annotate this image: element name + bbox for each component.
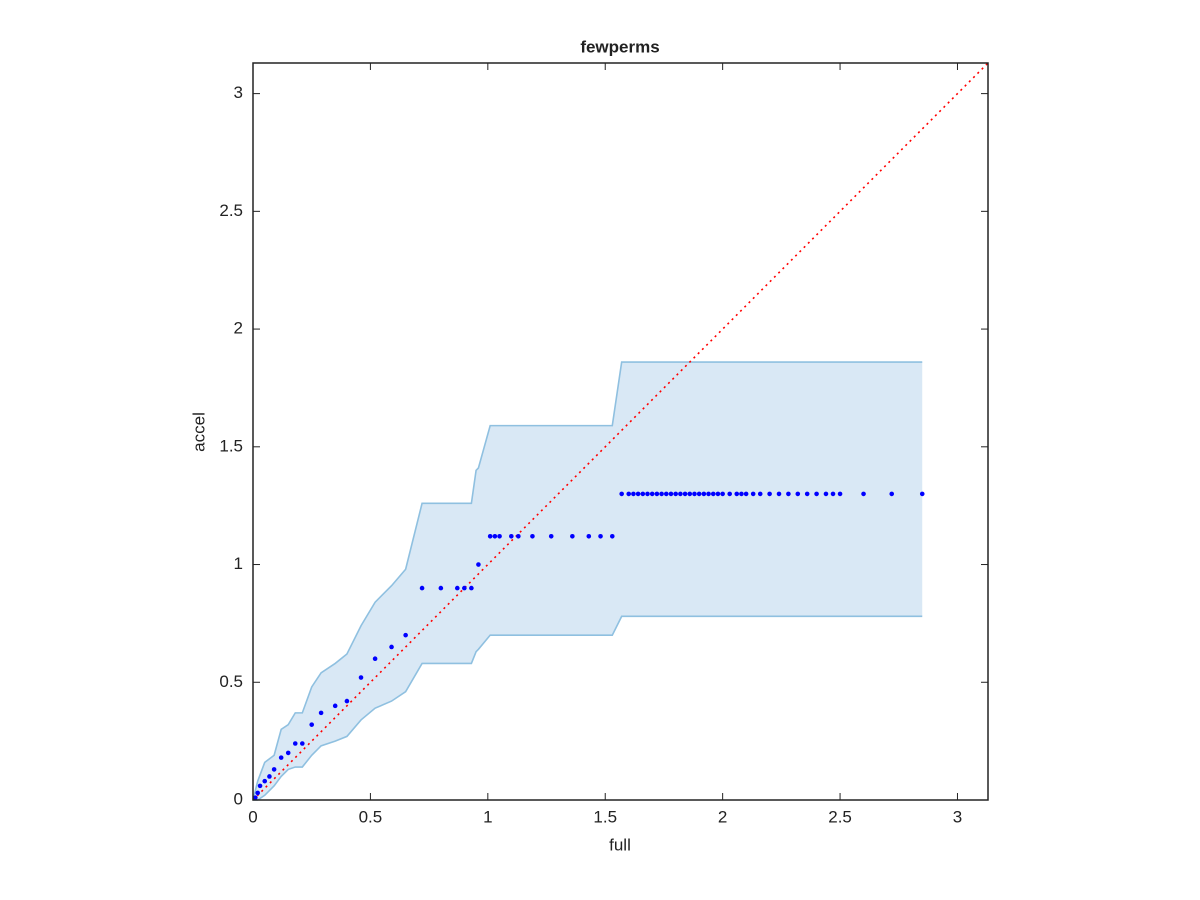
data-point: [678, 491, 683, 497]
data-point: [767, 491, 772, 497]
chart-title: fewperms: [580, 37, 659, 56]
data-point: [516, 533, 521, 539]
data-point: [837, 491, 843, 497]
data-point: [734, 491, 740, 497]
y-axis-label: accel: [189, 412, 208, 452]
data-point: [692, 491, 697, 497]
y-tick-label: 1.5: [219, 436, 243, 455]
data-point: [509, 533, 514, 539]
data-point: [548, 533, 554, 539]
y-tick-label: 1: [234, 554, 243, 573]
data-point: [626, 491, 632, 497]
data-point: [403, 632, 408, 638]
data-point: [462, 585, 467, 591]
data-point: [645, 491, 650, 497]
band-upper-edge: [252, 361, 923, 801]
data-point: [654, 491, 660, 497]
data-point: [889, 491, 895, 497]
data-point: [635, 491, 641, 497]
data-point: [830, 491, 836, 497]
data-point: [727, 491, 732, 497]
data-point: [476, 562, 481, 567]
data-point: [257, 783, 263, 789]
data-point: [344, 698, 350, 704]
x-tick-label: 2.5: [828, 807, 852, 826]
data-point: [262, 778, 268, 784]
data-point: [253, 795, 258, 800]
y-tick-label: 2.5: [219, 201, 243, 220]
data-point: [609, 533, 615, 539]
data-point: [619, 491, 624, 497]
data-point: [710, 491, 716, 497]
x-tick-label: 1: [483, 807, 492, 826]
data-point: [750, 491, 756, 497]
y-tick-label: 0.5: [219, 672, 243, 691]
data-point: [720, 491, 725, 497]
data-point: [757, 491, 763, 497]
data-point: [469, 585, 474, 591]
data-point: [919, 491, 925, 497]
confidence-band: [253, 362, 923, 800]
data-point: [530, 533, 535, 539]
band-lower-edge: [253, 615, 923, 801]
data-point: [438, 585, 444, 591]
data-point: [300, 741, 305, 746]
data-point: [823, 491, 829, 497]
data-point: [358, 675, 364, 680]
x-tick-label: 0.5: [359, 807, 383, 826]
data-point: [673, 491, 678, 497]
data-point: [631, 491, 636, 497]
data-point: [668, 491, 674, 497]
data-point: [743, 491, 749, 497]
data-point: [586, 533, 592, 539]
data-point: [267, 774, 272, 779]
data-point: [271, 767, 277, 772]
data-point: [487, 533, 493, 539]
data-point: [318, 710, 324, 716]
data-point: [696, 491, 702, 497]
x-tick-label: 0: [248, 807, 257, 826]
data-point: [659, 491, 664, 497]
data-point: [663, 491, 669, 497]
data-point: [649, 491, 655, 497]
data-point: [682, 491, 688, 497]
data-point: [492, 533, 498, 539]
data-point: [706, 491, 711, 497]
data-point: [332, 703, 338, 709]
data-point: [687, 491, 693, 497]
data-point: [278, 755, 284, 760]
x-axis-label: full: [609, 835, 631, 854]
data-point: [292, 741, 298, 746]
data-point: [701, 491, 707, 497]
data-point: [309, 722, 315, 727]
data-point: [861, 491, 866, 497]
x-tick-label: 1.5: [593, 807, 617, 826]
y-tick-label: 0: [234, 789, 243, 808]
data-point: [814, 491, 819, 497]
x-tick-label: 3: [953, 807, 962, 826]
data-point: [804, 491, 810, 497]
data-point: [739, 491, 744, 497]
data-point: [419, 585, 425, 591]
data-point: [255, 790, 260, 796]
data-point: [497, 533, 502, 539]
data-point: [372, 656, 378, 662]
data-point: [795, 491, 801, 497]
data-point: [285, 750, 291, 756]
plot-frame: [252, 62, 989, 801]
data-point: [776, 491, 782, 497]
x-tick-label: 2: [718, 807, 727, 826]
y-tick-label: 2: [234, 319, 243, 338]
data-point: [598, 533, 603, 539]
data-point: [570, 533, 575, 539]
data-point: [786, 491, 791, 497]
data-point: [715, 491, 721, 497]
data-point: [640, 491, 646, 497]
y-tick-label: 3: [234, 83, 243, 102]
data-point: [389, 644, 394, 650]
data-point: [454, 585, 460, 591]
